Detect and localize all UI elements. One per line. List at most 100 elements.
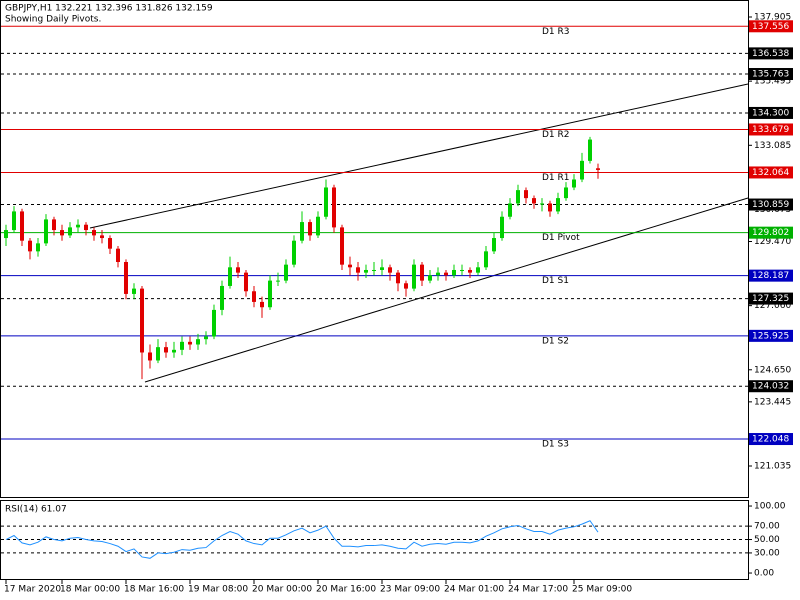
candle-body: [260, 301, 264, 308]
trend-line: [144, 197, 749, 383]
candle-body: [596, 168, 600, 170]
candle-body: [268, 280, 272, 308]
level-box: [749, 269, 793, 282]
y-tick-label: 124.650: [754, 365, 791, 375]
candle-body: [276, 280, 280, 282]
candle-body: [292, 240, 296, 265]
level-name: D1 R3: [542, 27, 570, 37]
candle-body: [348, 264, 352, 268]
candle-body: [340, 227, 344, 265]
level-box: [749, 20, 793, 33]
candle-body: [484, 251, 488, 268]
candle-body: [532, 198, 536, 204]
candle-body: [228, 267, 232, 286]
candle-body: [4, 230, 8, 239]
level-box: [749, 380, 793, 393]
candle-body: [476, 267, 480, 273]
y-tick-label: 121.035: [754, 461, 791, 471]
candle-body: [132, 288, 136, 294]
candle-body: [508, 203, 512, 217]
x-tick-label: 24 Mar 17:00: [508, 585, 568, 595]
candle-body: [324, 187, 328, 217]
rsi-tick-label: 70.00: [754, 522, 780, 532]
candle-body: [524, 190, 528, 199]
candle-body: [252, 291, 256, 302]
candle-body: [140, 288, 144, 353]
candle-body: [580, 160, 584, 180]
candle-body: [20, 211, 24, 241]
candle-body: [588, 139, 592, 161]
rsi-tick-label: 30.00: [754, 548, 780, 558]
level-value: 130.859: [752, 200, 789, 210]
x-tick-label: 20 Mar 16:00: [316, 585, 376, 595]
level-value: 133.679: [752, 125, 789, 135]
rsi-title: RSI(14) 61.07: [5, 505, 67, 515]
candle-body: [500, 216, 504, 239]
level-value: 137.556: [752, 22, 789, 32]
x-tick-label: 25 Mar 09:00: [572, 585, 632, 595]
x-tick-label: 18 Mar 16:00: [124, 585, 184, 595]
x-tick-label: 19 Mar 08:00: [188, 585, 248, 595]
candle-body: [388, 267, 392, 273]
candle-body: [444, 272, 448, 276]
candle-body: [236, 267, 240, 273]
chart-subtitle: Showing Daily Pivots.: [5, 15, 101, 25]
level-name: D1 R1: [542, 173, 570, 183]
candle-body: [244, 272, 248, 292]
candle-body: [564, 187, 568, 199]
level-box: [749, 292, 793, 305]
candle-body: [396, 272, 400, 284]
level-box: [749, 68, 793, 81]
level-box: [749, 106, 793, 119]
level-box: [749, 433, 793, 446]
main-frame: [0, 0, 749, 498]
level-name: D1 S1: [542, 276, 569, 286]
level-box: [749, 226, 793, 239]
level-name: D1 S3: [542, 440, 569, 450]
candle-body: [308, 222, 312, 236]
candle-body: [148, 352, 152, 361]
chart-title: GBPJPY,H1 132.221 132.396 131.826 132.15…: [5, 4, 213, 14]
candle-body: [108, 238, 112, 249]
candle-body: [300, 222, 304, 241]
level-value: 125.925: [752, 331, 789, 341]
rsi-tick-label: 0.00: [754, 569, 774, 579]
x-tick-label: 24 Mar 01:00: [444, 585, 504, 595]
x-tick-label: 17 Mar 2020: [4, 585, 61, 595]
level-value: 122.048: [752, 435, 789, 445]
candle-body: [124, 261, 128, 294]
y-tick-label: 135.495: [754, 77, 791, 87]
rsi-tick-label: 50.00: [754, 535, 780, 545]
x-tick-label: 23 Mar 09:00: [380, 585, 440, 595]
candle-body: [364, 269, 368, 273]
level-value: 134.300: [752, 108, 789, 118]
candle-body: [316, 216, 320, 236]
level-box: [749, 166, 793, 179]
trend-line: [89, 83, 749, 229]
level-value: 128.187: [752, 271, 789, 281]
candle-body: [220, 285, 224, 310]
candle-body: [12, 211, 16, 231]
candle-body: [452, 269, 456, 276]
level-name: D1 S2: [542, 336, 569, 346]
candle-body: [556, 198, 560, 212]
rsi-line: [5, 520, 599, 559]
level-box: [749, 47, 793, 60]
candle-body: [372, 269, 376, 271]
level-name: D1 R2: [542, 130, 570, 140]
level-box: [749, 329, 793, 342]
candle-body: [332, 187, 336, 228]
candle-body: [460, 269, 464, 271]
candle-body: [100, 235, 104, 239]
candle-body: [92, 230, 96, 236]
y-tick-label: 123.445: [754, 397, 791, 407]
candle-body: [572, 179, 576, 188]
candle-body: [116, 248, 120, 262]
level-value: 135.763: [752, 70, 789, 80]
candle-body: [420, 264, 424, 281]
y-tick-label: 129.470: [754, 237, 791, 247]
candle-body: [356, 267, 360, 273]
candle-body: [44, 219, 48, 244]
candle-body: [548, 203, 552, 212]
